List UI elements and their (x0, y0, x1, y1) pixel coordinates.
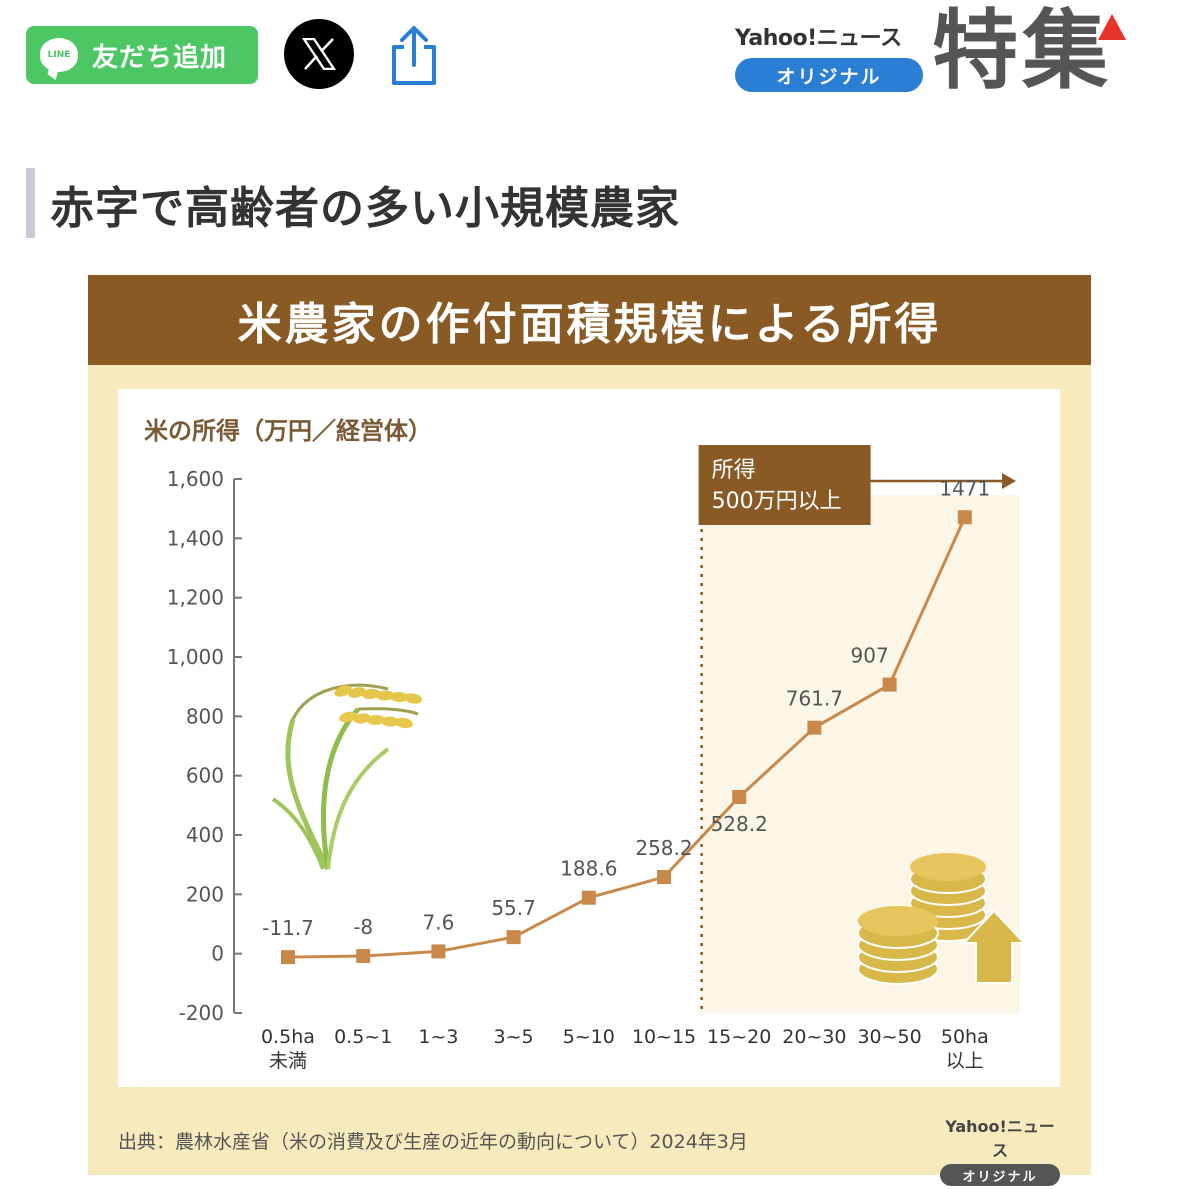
highlight-label-line1: 所得 (712, 458, 756, 483)
x-tick-label: 1~3 (418, 1026, 458, 1048)
data-point-marker (732, 789, 747, 804)
y-tick-label: 200 (186, 882, 224, 906)
tokushu-red-triangle-icon (1098, 14, 1126, 40)
data-value-label: 7.6 (422, 910, 454, 934)
y-tick-label: 1,600 (167, 467, 224, 491)
infographic-card: 米農家の作付面積規模による所得 所得 500万円以上 米の所得（万円／経営体） -20… (88, 275, 1091, 1186)
y-tick-label: 1,400 (167, 526, 224, 550)
x-tick-label: 0.5~1 (334, 1026, 392, 1048)
section-title-bar (26, 168, 35, 238)
x-share-button[interactable] (284, 19, 354, 89)
badge-original-pill: オリジナル (940, 1164, 1060, 1186)
x-tick-label: 20~30 (782, 1026, 846, 1048)
highlight-arrowhead-icon (1002, 473, 1016, 489)
tokushu-logo: 特集 (932, 1, 1112, 101)
y-tick-label: 800 (186, 704, 224, 728)
y-tick-label: 0 (211, 942, 224, 966)
infographic-header: 米農家の作付面積規模による所得 (88, 275, 1091, 365)
x-tick-label: 30~50 (857, 1026, 921, 1048)
series-line (287, 516, 967, 959)
highlight-label-box (698, 445, 871, 525)
x-tick-label: 3~5 (494, 1026, 534, 1048)
coin-stack-icon (857, 853, 1027, 985)
line-icon-text: LINE (47, 50, 71, 60)
data-point-marker (657, 870, 671, 885)
data-value-label: 528.2 (711, 812, 768, 836)
data-point-marker (807, 720, 822, 735)
line-button-label: 友だち追加 (92, 42, 228, 73)
source-note: 出典：農林水産省（米の消費及び生産の近年の動向について）2024年3月 (118, 1131, 748, 1153)
y-axis-label: 米の所得（万円／経営体） (144, 417, 432, 445)
income-line-chart: 所得 500万円以上 米の所得（万円／経営体） -200 0 200 400 600 800 1,… (144, 417, 1027, 1072)
data-value-label: 188.6 (560, 857, 617, 881)
yahoo-news-original-badge: Yahoo!ニュース オリジナル (940, 1113, 1060, 1186)
data-point-marker (356, 949, 371, 964)
y-tick-label: -200 (179, 1001, 224, 1025)
x-tick-label: 以上 (946, 1050, 984, 1072)
data-point-marker (882, 677, 897, 692)
data-point-marker (506, 930, 521, 945)
y-tick-label: 1,200 (167, 586, 224, 610)
data-point-marker (957, 510, 972, 525)
section-title: 赤字で高齢者の多い小規模農家 (50, 183, 680, 234)
data-value-label: 761.7 (786, 687, 843, 711)
y-tick-label: 1,000 (167, 645, 224, 669)
x-tick-label: 0.5ha (261, 1026, 315, 1048)
data-point-marker (281, 950, 295, 965)
data-value-label: 907 (851, 644, 889, 668)
y-tick-label: 600 (186, 764, 224, 788)
share-icon (392, 26, 436, 85)
highlight-label-line2: 500万円以上 (712, 489, 842, 514)
yahoo-news-text: Yahoo!ニュース (735, 26, 902, 51)
chart-area: 所得 500万円以上 米の所得（万円／経営体） -200 0 200 400 600 800 1,… (118, 389, 1060, 1087)
y-tick-label: 400 (186, 823, 224, 847)
yahoo-original-pill: オリジナル (735, 58, 923, 92)
data-value-label: -8 (353, 915, 373, 939)
line-icon: LINE (40, 38, 78, 72)
rice-plant-icon (271, 683, 422, 871)
badge-yahoo-news-text: Yahoo!ニュース (945, 1117, 1055, 1160)
x-logo-icon (302, 38, 336, 70)
x-tick-label: 15~20 (707, 1026, 771, 1048)
x-tick-label: 5~10 (563, 1026, 615, 1048)
x-tick-label: 50ha (941, 1026, 989, 1048)
share-button[interactable] (388, 25, 440, 87)
x-tick-label: 10~15 (632, 1026, 696, 1048)
line-add-friend-button[interactable]: LINE 友だち追加 (26, 26, 258, 84)
data-value-label: 55.7 (491, 896, 536, 920)
data-point-marker (431, 944, 446, 959)
data-value-label: 258.2 (635, 836, 692, 860)
x-tick-label: 未満 (269, 1050, 307, 1072)
data-value-label: 1471 (939, 476, 990, 500)
yahoo-news-original-logo: Yahoo!ニュース オリジナル (735, 20, 925, 92)
data-point-marker (581, 890, 596, 905)
data-value-label: -11.7 (262, 916, 314, 940)
